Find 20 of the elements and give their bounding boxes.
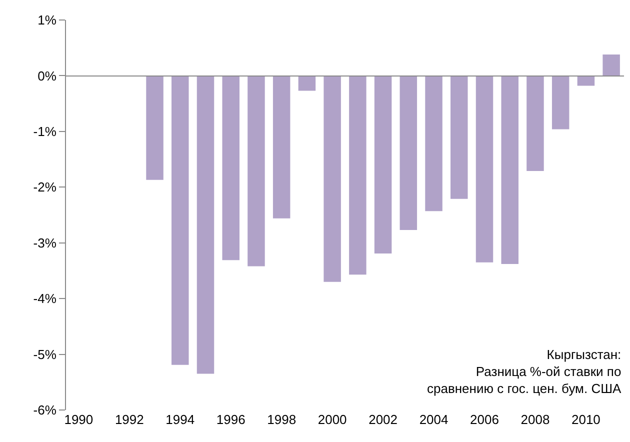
x-tick-label: 2010 xyxy=(571,412,600,427)
x-tick-label: 1990 xyxy=(64,412,94,427)
annotation: Кыргызстан: Разница %-ой ставки по сравнению с гос. цен. бум. США xyxy=(427,347,622,396)
y-tick-label: -3% xyxy=(33,235,57,250)
y-tick-label: 1% xyxy=(38,12,57,28)
x-tick-label: 1992 xyxy=(114,412,144,427)
x-tick-label: 2008 xyxy=(520,412,550,427)
y-tick-label: -6% xyxy=(33,402,57,418)
y-tick-label: -4% xyxy=(33,291,57,306)
x-tick-label: 1994 xyxy=(166,412,195,427)
x-tick-label: 2004 xyxy=(419,412,448,427)
x-tick-label: 2000 xyxy=(318,412,347,427)
x-tick-label: 1996 xyxy=(216,412,246,427)
y-tick-label: -1% xyxy=(33,124,57,139)
y-tick-label: -2% xyxy=(33,180,57,195)
x-tick-label: 1998 xyxy=(267,412,296,427)
y-tick-label: 0% xyxy=(38,68,57,84)
y-tick-label: -5% xyxy=(33,346,57,362)
x-tick-label: 2006 xyxy=(470,412,499,427)
x-tick-label: 2002 xyxy=(368,412,398,427)
